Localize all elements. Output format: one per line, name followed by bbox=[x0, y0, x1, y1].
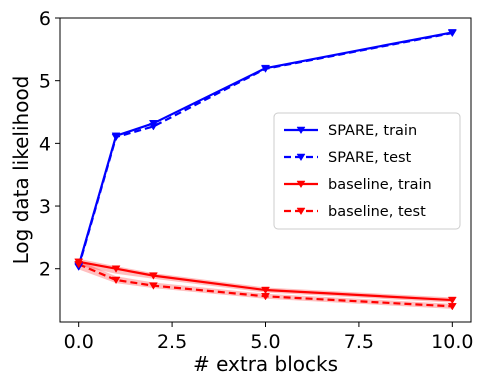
data-point-marker bbox=[111, 133, 121, 142]
x-tick-label: 10.0 bbox=[431, 331, 473, 353]
data-point-marker bbox=[296, 180, 306, 189]
y-axis-label: Log data likelihood bbox=[9, 76, 33, 265]
data-point-marker bbox=[296, 207, 306, 216]
data-point-marker bbox=[447, 296, 457, 305]
data-point-marker bbox=[447, 29, 457, 38]
data-point-marker bbox=[296, 126, 306, 135]
legend-label: SPARE, test bbox=[328, 150, 412, 166]
data-point-marker bbox=[261, 65, 270, 73]
series-line bbox=[77, 31, 453, 268]
data-point-marker bbox=[447, 303, 457, 311]
y-tick-label: 4 bbox=[39, 133, 51, 155]
data-point-marker bbox=[74, 261, 84, 269]
y-tick-label: 6 bbox=[39, 8, 51, 30]
y-tick-label: 2 bbox=[39, 259, 51, 281]
data-point-marker bbox=[296, 153, 306, 162]
x-axis-label: # extra blocks bbox=[193, 352, 338, 376]
y-tick-label: 3 bbox=[39, 196, 51, 218]
legend-label: baseline, train bbox=[328, 177, 432, 193]
confidence-band bbox=[78, 260, 453, 309]
legend: SPARE, train SPARE, test baseline, train ba… bbox=[273, 112, 461, 230]
series-markers bbox=[74, 29, 457, 311]
data-point-marker bbox=[261, 286, 270, 295]
data-point-marker bbox=[261, 293, 270, 301]
data-point-marker bbox=[111, 265, 121, 273]
data-point-marker bbox=[111, 276, 121, 285]
x-tick-label: 0.0 bbox=[64, 331, 94, 353]
x-axis-ticks: 0.0 2.5 5.0 7.5 10.0 bbox=[64, 322, 473, 353]
legend-box bbox=[273, 112, 461, 230]
data-point-marker bbox=[148, 272, 158, 280]
y-tick-label: 5 bbox=[39, 71, 51, 93]
data-point-marker bbox=[148, 123, 158, 131]
y-axis-ticks: 2 3 4 5 6 bbox=[39, 8, 60, 281]
x-tick-label: 2.5 bbox=[157, 331, 187, 353]
data-point-marker bbox=[148, 282, 158, 290]
x-tick-label: 7.5 bbox=[344, 331, 374, 353]
legend-label: SPARE, train bbox=[328, 123, 417, 139]
x-tick-label: 5.0 bbox=[250, 331, 280, 353]
legend-label: baseline, test bbox=[328, 204, 426, 220]
